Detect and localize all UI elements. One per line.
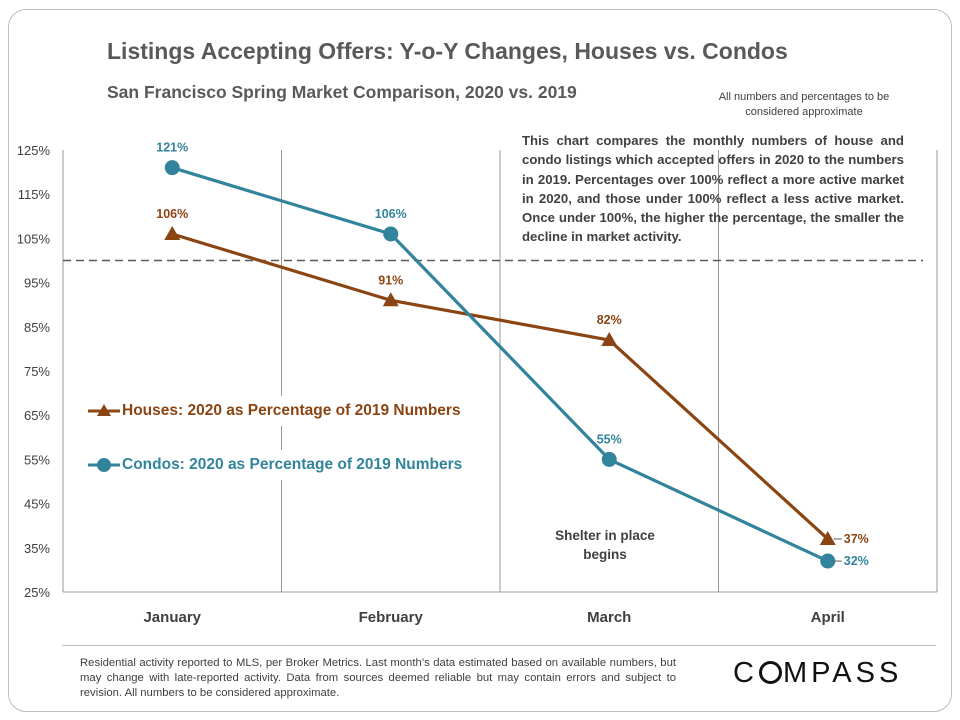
data-label: 106% <box>156 207 188 221</box>
y-tick-label: 75% <box>24 364 50 379</box>
approximation-note: All numbers and percentages to be consid… <box>718 91 890 118</box>
data-label: 121% <box>156 141 188 155</box>
data-point-triangle <box>382 292 399 307</box>
data-point-circle <box>383 226 399 242</box>
data-label: 37% <box>844 532 869 546</box>
y-tick-label: 45% <box>24 497 50 512</box>
data-label: 82% <box>597 313 622 327</box>
y-tick-label: 85% <box>24 320 50 335</box>
data-point-circle <box>164 160 180 176</box>
y-tick-label: 125% <box>17 143 51 158</box>
data-point-triangle <box>601 332 618 347</box>
data-point-circle <box>601 451 617 467</box>
x-axis-ticks: January February March April <box>143 609 844 626</box>
y-tick-label: 25% <box>24 585 50 600</box>
x-tick-label: March <box>587 609 631 626</box>
data-labels: 106% 91% 82% 37% 121% 106% 55% 32% <box>156 141 869 568</box>
chart-series <box>164 160 836 569</box>
data-label: 32% <box>844 554 869 568</box>
y-tick-label: 95% <box>24 276 50 291</box>
triangle-marker-icon <box>86 401 122 421</box>
y-tick-label: 35% <box>24 541 50 556</box>
shelter-in-place-annotation: Shelter in place begins <box>555 528 655 562</box>
data-label: 55% <box>597 432 622 446</box>
footer-divider <box>62 645 936 646</box>
y-tick-label: 65% <box>24 408 50 423</box>
series-line <box>171 166 829 563</box>
chart-frame <box>8 9 952 712</box>
logo-o-ring-icon <box>758 661 782 684</box>
compass-logo: C MPASS <box>733 657 903 689</box>
y-axis-ticks: 25% 35% 45% 55% 65% 75% 85% 95% 105% 115% 125% <box>17 143 51 600</box>
circle-marker-icon <box>86 455 122 475</box>
chart-subtitle: San Francisco Spring Market Comparison, … <box>107 82 577 102</box>
data-point-triangle <box>819 530 836 545</box>
series-line <box>171 232 829 541</box>
chart-description: This chart compares the monthly numbers … <box>522 133 904 245</box>
legend-label-houses: Houses: 2020 as Percentage of 2019 Numbe… <box>122 402 461 419</box>
legend-item-condos: Condos: 2020 as Percentage of 2019 Numbe… <box>86 450 467 480</box>
data-point-circle <box>820 553 836 569</box>
data-label: 91% <box>378 273 403 287</box>
chart-grid <box>62 150 938 593</box>
y-tick-label: 55% <box>24 452 50 467</box>
data-point-triangle <box>164 225 181 240</box>
legend-item-houses: Houses: 2020 as Percentage of 2019 Numbe… <box>86 396 465 426</box>
data-label: 106% <box>375 207 407 221</box>
x-tick-label: January <box>143 609 201 626</box>
legend-label-condos: Condos: 2020 as Percentage of 2019 Numbe… <box>122 456 463 473</box>
footnote: Residential activity reported to MLS, pe… <box>80 657 676 699</box>
x-tick-label: February <box>359 609 424 626</box>
x-tick-label: April <box>811 609 845 626</box>
y-tick-label: 105% <box>17 231 51 246</box>
y-tick-label: 115% <box>18 187 51 202</box>
chart-title: Listings Accepting Offers: Y-o-Y Changes… <box>107 38 788 64</box>
